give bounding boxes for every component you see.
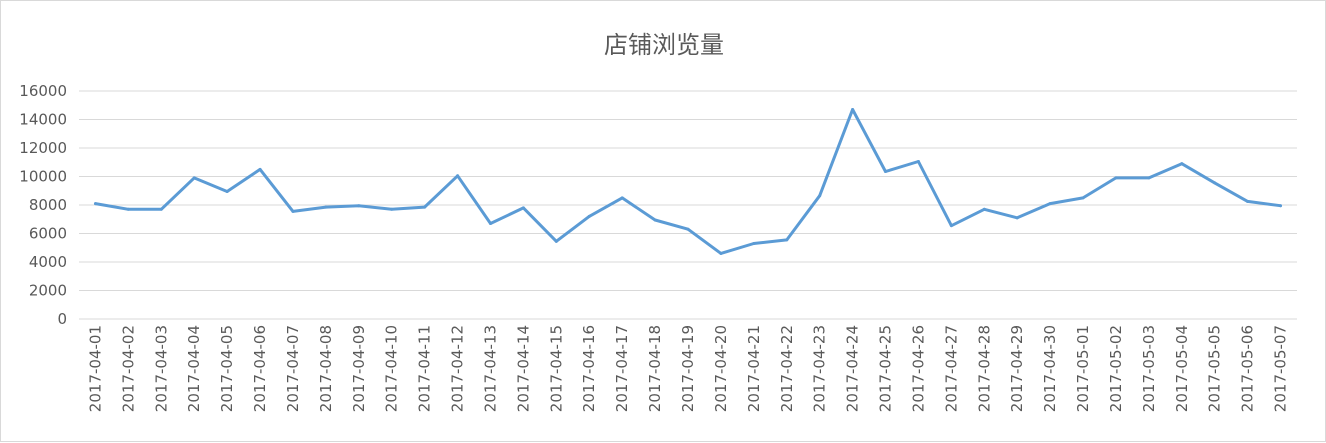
x-tick-label: 2017-04-26 [909, 325, 927, 412]
data-point [686, 227, 690, 231]
data-point [93, 202, 97, 206]
x-tick-label: 2017-04-11 [416, 325, 434, 412]
data-point [521, 206, 525, 210]
x-tick-label: 2017-04-08 [317, 325, 335, 412]
x-axis-ticks: 2017-04-01 2017-04-02 2017-04-03 2017-04-04… [86, 325, 1289, 412]
data-point [324, 205, 328, 209]
x-tick-label: 2017-04-13 [481, 325, 499, 412]
data-point [982, 207, 986, 211]
series-layer [93, 108, 1283, 255]
gridlines [79, 90, 1297, 320]
data-point [785, 238, 789, 242]
series-line [94, 108, 1282, 255]
data-point [357, 204, 361, 208]
y-tick-label: 4000 [29, 253, 67, 271]
x-tick-label: 2017-04-28 [975, 325, 993, 412]
x-tick-label: 2017-04-05 [218, 325, 236, 412]
x-tick-label: 2017-04-23 [811, 325, 829, 412]
data-point [949, 224, 953, 228]
x-tick-label: 2017-05-07 [1272, 325, 1290, 412]
data-point [390, 207, 394, 211]
data-point [1180, 162, 1184, 166]
data-point [126, 207, 130, 211]
x-tick-label: 2017-04-24 [844, 325, 862, 412]
x-tick-label: 2017-04-02 [119, 325, 137, 412]
x-tick-label: 2017-05-03 [1140, 325, 1158, 412]
data-point [488, 222, 492, 226]
data-point [653, 218, 657, 222]
y-tick-label: 8000 [29, 196, 67, 214]
y-tick-label: 12000 [19, 139, 67, 157]
y-axis-ticks: 0 2000 4000 6000 8000 10000 12000 14000 16000 [19, 82, 67, 328]
data-point [818, 194, 822, 198]
x-tick-label: 2017-04-19 [679, 325, 697, 412]
data-point [258, 167, 262, 171]
x-tick-label: 2017-04-29 [1008, 325, 1026, 412]
data-point [851, 108, 855, 112]
data-point [423, 205, 427, 209]
data-point [192, 176, 196, 180]
x-tick-label: 2017-04-14 [514, 325, 532, 412]
data-point [1246, 199, 1250, 203]
x-tick-label: 2017-04-17 [613, 325, 631, 412]
x-tick-label: 2017-04-01 [86, 325, 104, 412]
data-point [620, 196, 624, 200]
y-tick-label: 16000 [19, 82, 67, 100]
x-tick-label: 2017-04-22 [778, 325, 796, 412]
data-point [1081, 196, 1085, 200]
data-point [1015, 216, 1019, 220]
x-tick-label: 2017-04-21 [745, 325, 763, 412]
x-tick-label: 2017-04-25 [877, 325, 895, 412]
x-tick-label: 2017-05-04 [1173, 325, 1191, 412]
data-point [291, 209, 295, 213]
x-tick-label: 2017-04-12 [449, 325, 467, 412]
data-point [159, 207, 163, 211]
data-point [456, 174, 460, 178]
data-point [752, 241, 756, 245]
x-tick-label: 2017-04-16 [580, 325, 598, 412]
x-tick-label: 2017-04-07 [284, 325, 302, 412]
data-point [554, 239, 558, 243]
data-point [1048, 202, 1052, 206]
y-tick-label: 14000 [19, 111, 67, 129]
data-point [719, 251, 723, 255]
data-point [225, 189, 229, 193]
x-tick-label: 2017-04-06 [251, 325, 269, 412]
x-tick-label: 2017-04-30 [1041, 325, 1059, 412]
y-tick-label: 2000 [29, 282, 67, 300]
data-point [916, 160, 920, 164]
x-tick-label: 2017-05-01 [1074, 325, 1092, 412]
data-point [884, 170, 888, 174]
y-tick-label: 6000 [29, 225, 67, 243]
x-tick-label: 2017-04-15 [547, 325, 565, 412]
x-tick-label: 2017-04-18 [646, 325, 664, 412]
y-tick-label: 10000 [19, 168, 67, 186]
x-tick-label: 2017-05-05 [1206, 325, 1224, 412]
x-tick-label: 2017-04-04 [185, 325, 203, 412]
data-point [1147, 176, 1151, 180]
x-tick-label: 2017-04-03 [152, 325, 170, 412]
data-point [1114, 176, 1118, 180]
y-tick-label: 0 [57, 310, 67, 328]
x-tick-label: 2017-04-27 [942, 325, 960, 412]
x-tick-label: 2017-04-10 [383, 325, 401, 412]
x-tick-label: 2017-04-20 [712, 325, 730, 412]
data-point [587, 214, 591, 218]
data-point [1279, 204, 1283, 208]
x-tick-label: 2017-04-09 [350, 325, 368, 412]
chart-title: 店铺浏览量 [604, 31, 724, 59]
x-tick-label: 2017-05-06 [1239, 325, 1257, 412]
x-tick-label: 2017-05-02 [1107, 325, 1125, 412]
data-point [1213, 181, 1217, 185]
